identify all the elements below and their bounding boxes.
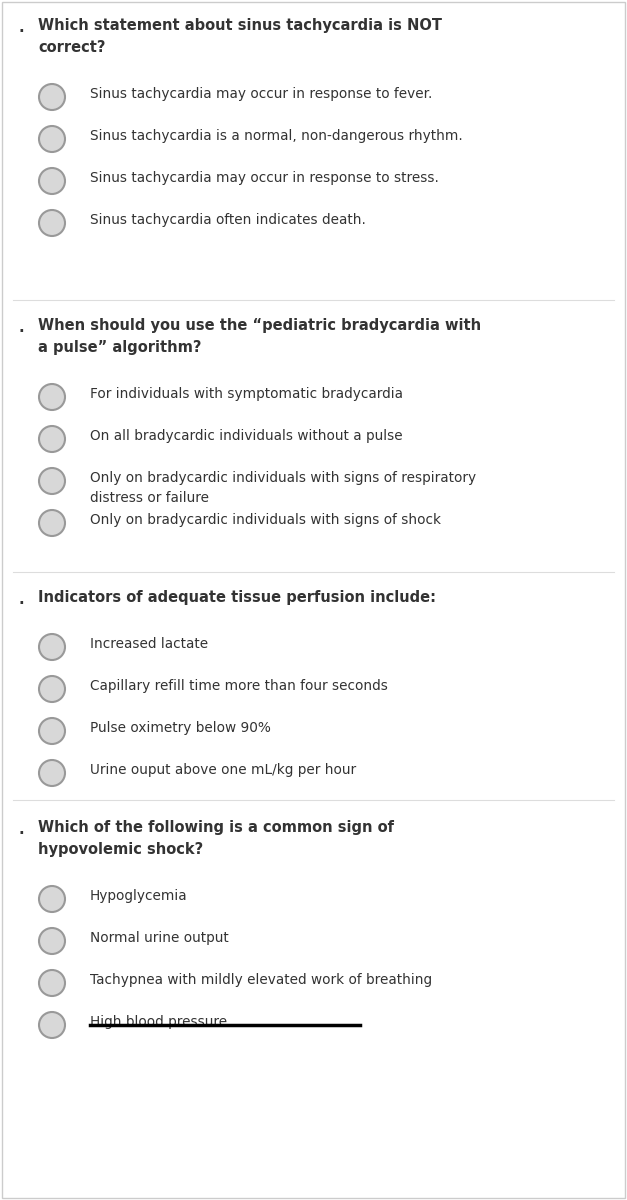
Text: Increased lactate: Increased lactate: [90, 637, 208, 650]
Text: Only on bradycardic individuals with signs of shock: Only on bradycardic individuals with sig…: [90, 514, 441, 527]
Text: .: .: [18, 592, 24, 607]
Ellipse shape: [39, 886, 65, 912]
Ellipse shape: [39, 126, 65, 152]
Text: On all bradycardic individuals without a pulse: On all bradycardic individuals without a…: [90, 428, 403, 443]
Text: Indicators of adequate tissue perfusion include:: Indicators of adequate tissue perfusion …: [38, 590, 436, 605]
Ellipse shape: [39, 928, 65, 954]
Ellipse shape: [39, 970, 65, 996]
Text: High blood pressure: High blood pressure: [90, 1015, 227, 1028]
Text: .: .: [18, 822, 24, 838]
Text: Urine ouput above one mL/kg per hour: Urine ouput above one mL/kg per hour: [90, 763, 356, 778]
Text: Sinus tachycardia may occur in response to fever.: Sinus tachycardia may occur in response …: [90, 86, 433, 101]
Text: hypovolemic shock?: hypovolemic shock?: [38, 842, 203, 857]
Text: Sinus tachycardia may occur in response to stress.: Sinus tachycardia may occur in response …: [90, 170, 439, 185]
Text: Sinus tachycardia often indicates death.: Sinus tachycardia often indicates death.: [90, 214, 366, 227]
Ellipse shape: [39, 1012, 65, 1038]
Text: .: .: [18, 320, 24, 335]
Text: Only on bradycardic individuals with signs of respiratory: Only on bradycardic individuals with sig…: [90, 470, 476, 485]
Ellipse shape: [39, 676, 65, 702]
Text: Hypoglycemia: Hypoglycemia: [90, 889, 187, 902]
Ellipse shape: [39, 384, 65, 410]
Text: Tachypnea with mildly elevated work of breathing: Tachypnea with mildly elevated work of b…: [90, 973, 432, 986]
Text: a pulse” algorithm?: a pulse” algorithm?: [38, 340, 201, 355]
Text: Which of the following is a common sign of: Which of the following is a common sign …: [38, 820, 394, 835]
Text: Pulse oximetry below 90%: Pulse oximetry below 90%: [90, 721, 271, 734]
Text: distress or failure: distress or failure: [90, 491, 209, 505]
Ellipse shape: [39, 468, 65, 494]
Text: Which statement about sinus tachycardia is NOT: Which statement about sinus tachycardia …: [38, 18, 442, 32]
Ellipse shape: [39, 718, 65, 744]
Ellipse shape: [39, 634, 65, 660]
Text: When should you use the “pediatric bradycardia with: When should you use the “pediatric brady…: [38, 318, 481, 332]
Text: Capillary refill time more than four seconds: Capillary refill time more than four sec…: [90, 679, 388, 692]
Ellipse shape: [39, 426, 65, 452]
Text: Normal urine output: Normal urine output: [90, 931, 229, 946]
Text: Sinus tachycardia is a normal, non-dangerous rhythm.: Sinus tachycardia is a normal, non-dange…: [90, 128, 463, 143]
Ellipse shape: [39, 510, 65, 536]
Ellipse shape: [39, 210, 65, 236]
Text: For individuals with symptomatic bradycardia: For individuals with symptomatic bradyca…: [90, 386, 403, 401]
Ellipse shape: [39, 84, 65, 110]
Ellipse shape: [39, 760, 65, 786]
Ellipse shape: [39, 168, 65, 194]
Text: correct?: correct?: [38, 40, 105, 55]
Text: .: .: [18, 20, 24, 35]
